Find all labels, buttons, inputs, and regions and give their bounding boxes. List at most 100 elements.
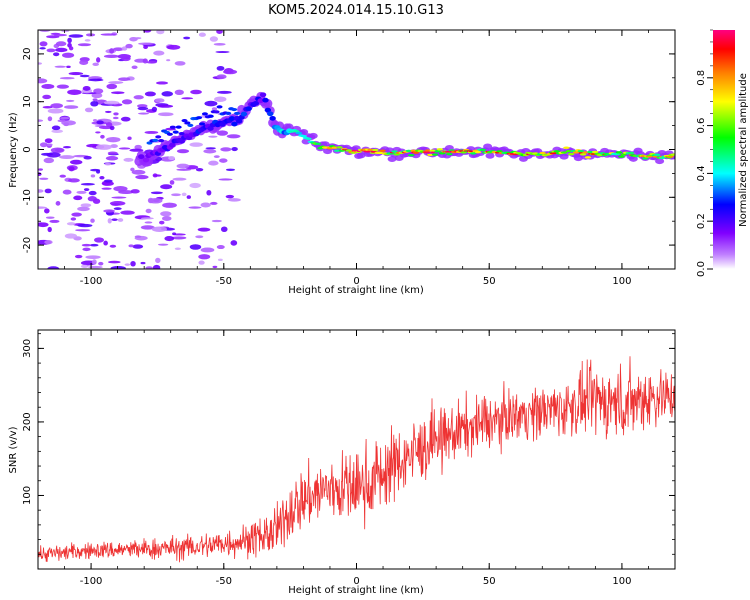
noise-speckle [121, 99, 133, 105]
noise-speckle [140, 225, 155, 230]
noise-speckle [208, 160, 219, 166]
noise-speckle [112, 47, 124, 52]
noise-speckle [66, 65, 71, 68]
noise-speckle [74, 254, 83, 259]
noise-speckle [219, 158, 228, 163]
noise-speckle [143, 30, 152, 33]
trace-cell [470, 152, 477, 155]
noise-speckle [215, 50, 230, 54]
noise-speckle [92, 119, 98, 122]
noise-speckle [217, 90, 232, 94]
trace-cell [331, 146, 338, 149]
noise-speckle [213, 42, 226, 46]
trace-branch [166, 132, 173, 136]
noise-speckle [65, 99, 75, 102]
noise-speckle [231, 146, 238, 152]
y-tick-label: 0 [22, 146, 33, 152]
noise-speckle [73, 195, 83, 201]
noise-speckle [61, 30, 70, 33]
noise-speckle [174, 61, 186, 66]
noise-speckle [161, 91, 174, 97]
noise-speckle [157, 243, 169, 246]
trace-cell [596, 154, 604, 157]
noise-speckle [94, 237, 105, 243]
noise-speckle [77, 223, 93, 228]
noise-speckle [214, 96, 227, 102]
trace-cell [336, 146, 343, 149]
trace-cell [267, 111, 274, 117]
trace-cell [333, 149, 341, 152]
noise-speckle [39, 41, 48, 47]
noise-speckle [158, 112, 174, 117]
colorbar-tick-label: 0.2 [696, 213, 707, 229]
noise-speckle [124, 263, 131, 266]
trace-halo [301, 138, 311, 145]
noise-speckle [140, 261, 146, 265]
noise-speckle [105, 137, 121, 143]
noise-speckle [220, 147, 232, 152]
noise-speckle [99, 175, 105, 180]
noise-speckle [57, 119, 66, 123]
noise-speckle [189, 182, 201, 189]
noise-speckle [137, 112, 150, 115]
snr-series-line [38, 356, 675, 563]
noise-speckle [176, 149, 190, 154]
noise-speckle [146, 60, 158, 64]
trace-branch [187, 123, 194, 127]
noise-speckle [195, 168, 204, 172]
noise-speckle [208, 135, 218, 138]
trace-cell [178, 138, 186, 144]
noise-speckle [44, 138, 53, 144]
trace-branch [231, 107, 238, 112]
noise-speckle [120, 210, 135, 215]
trace-cell [262, 97, 269, 103]
noise-speckle [107, 151, 118, 155]
noise-speckle [81, 243, 92, 247]
trace-cell [560, 151, 568, 154]
noise-speckle [87, 196, 97, 202]
noise-speckle [117, 218, 124, 222]
noise-speckle [100, 134, 105, 139]
noise-speckle [42, 94, 52, 100]
noise-speckle [118, 147, 131, 150]
noise-speckle [211, 107, 218, 111]
noise-speckle [204, 100, 218, 107]
trace-cell [572, 151, 580, 154]
noise-speckle [111, 91, 125, 95]
noise-speckle [145, 208, 152, 214]
noise-speckle [47, 226, 52, 233]
noise-speckle [49, 219, 60, 223]
noise-speckle [103, 100, 120, 105]
trace-cell [427, 153, 434, 157]
noise-speckle [64, 105, 79, 109]
noise-speckle [138, 42, 154, 45]
x-tick-label: -100 [80, 576, 103, 587]
noise-speckle [51, 125, 61, 131]
trace-cell [379, 149, 386, 152]
trace-cell [568, 152, 575, 156]
noise-speckle [108, 81, 124, 84]
trace-cell [579, 153, 587, 156]
trace-cell [405, 149, 412, 153]
noise-speckle [174, 247, 181, 251]
noise-speckle [82, 86, 91, 91]
trace-branch [155, 135, 162, 139]
trace-cell [434, 150, 441, 153]
noise-speckle [90, 100, 99, 107]
trace-cell [269, 115, 276, 121]
noise-speckle [159, 220, 165, 225]
noise-speckle [59, 174, 66, 178]
noise-speckle [38, 78, 48, 84]
noise-speckle [51, 129, 64, 133]
trace-branch [184, 121, 191, 125]
noise-speckle [101, 187, 112, 190]
noise-speckle [53, 52, 60, 57]
y-tick-label: 10 [22, 95, 33, 108]
noise-speckle [120, 116, 131, 122]
x-tick-label: 50 [483, 576, 496, 587]
noise-speckle [68, 46, 74, 51]
noise-speckle [43, 157, 55, 164]
noise-speckle [77, 206, 90, 212]
trace-cell [539, 151, 546, 155]
trace-peak [640, 155, 646, 158]
